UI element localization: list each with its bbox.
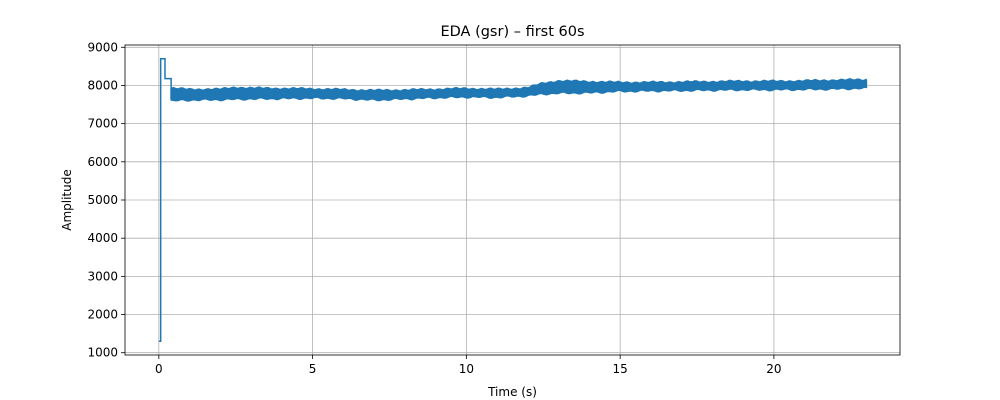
x-axis-ticks: 0 5 10 15 20 — [155, 355, 782, 376]
series-signal-band — [170, 78, 867, 102]
y-tick-label: 6000 — [87, 155, 118, 169]
y-axis-label: Amplitude — [60, 169, 74, 231]
series-eda — [158, 57, 868, 343]
y-tick-label: 4000 — [87, 231, 118, 245]
y-tick-label: 5000 — [87, 193, 118, 207]
x-tick-label: 5 — [309, 362, 317, 376]
y-tick-label: 8000 — [87, 78, 118, 92]
y-tick-label: 1000 — [87, 346, 118, 360]
y-tick-label: 9000 — [87, 40, 118, 54]
x-tick-label: 20 — [766, 362, 781, 376]
x-axis-label: Time (s) — [487, 385, 537, 399]
x-tick-label: 0 — [155, 362, 163, 376]
x-tick-label: 15 — [612, 362, 627, 376]
x-tick-label: 10 — [459, 362, 474, 376]
y-tick-label: 3000 — [87, 269, 118, 283]
y-axis-ticks: 1000 2000 3000 4000 5000 6000 7000 8000 9000 — [87, 40, 125, 360]
y-tick-label: 2000 — [87, 308, 118, 322]
chart-title: EDA (gsr) – first 60s — [440, 24, 584, 40]
y-tick-label: 7000 — [87, 117, 118, 131]
series-step-line — [158, 57, 172, 343]
